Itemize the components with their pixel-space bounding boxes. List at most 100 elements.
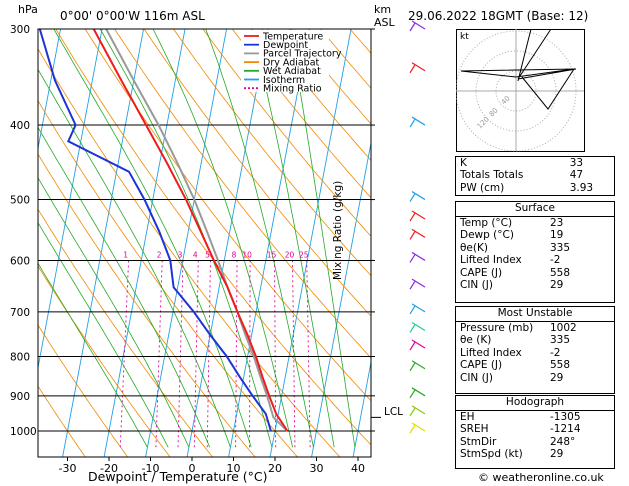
wind-barb [411,422,426,432]
lcl-label: LCL [384,406,404,418]
mixing-ratio-line [292,260,296,448]
wet-adiabat-line [205,29,314,448]
wind-barb [411,251,426,261]
mixing-ratio-line [119,260,130,448]
wind-barb [411,20,426,30]
mixing-ratio-label: 15 [267,250,277,259]
index-row-totals: Totals Totals 47 [460,169,584,182]
wet-adiabat-line [38,221,169,448]
wind-barb [411,339,426,349]
hodograph-ring-label: 40 [500,94,512,106]
hodo-row: EH -1305 [460,411,581,423]
x-tick-label: -20 [100,462,118,475]
wind-barb [411,116,426,126]
x-tick-label: 10 [227,462,241,475]
wind-barb-flag [409,212,416,222]
isotherm-line [352,359,371,457]
mixing-ratio-line [249,260,251,448]
dry-adiabat-line [38,385,86,457]
dry-adiabat-line [261,29,371,161]
dry-adiabat-line [173,29,371,277]
wet-adiabat-line [289,29,356,448]
mixing-ratio-line [193,260,199,448]
x-tick-label: -30 [59,462,77,475]
asl-unit-label: ASL [374,16,395,29]
legend-background [241,30,329,92]
legend-label: Dry Adiabat [263,57,320,68]
dry-adiabat-line [290,29,371,125]
x-axis-title: Dewpoint / Temperature (°C) [88,469,268,484]
isotherm-line [103,29,186,457]
wind-barb [411,228,426,238]
mixing-ratio-line [206,260,211,448]
hodograph-index-box: Hodograph EH -1305 SREH -1214 StmDir 248° S… [455,395,615,469]
surface-row: Temp (°C) 23 [460,217,564,229]
wind-barb [411,321,426,331]
wind-barb [411,387,426,397]
isotherm-line [269,29,352,457]
isotherm-line [62,29,145,457]
legend-label: Mixing Ratio [263,84,322,95]
index-row-pw: PW (cm) 3.93 [460,181,594,194]
wet-adiabat-line [152,29,294,448]
hodograph-trace [460,29,577,110]
wind-barb-flag [409,231,416,240]
isotherm-line [311,140,371,457]
isotherm-line [38,29,103,370]
surface-row: CIN (J) 29 [460,279,564,292]
mixing-ratio-label: 2 [157,250,162,259]
mixing-ratio-label: 10 [242,250,252,259]
wet-adiabat-line [99,29,273,448]
isotherm-line [38,29,62,151]
wind-barb [411,191,426,201]
temperature-line [92,29,289,432]
wind-barb-flag [409,254,416,263]
pressure-tick-label: 800 [10,351,30,363]
surface-row: θe(K) 335 [460,241,571,254]
pressure-tick-label: 600 [10,255,30,267]
x-tick-label: -10 [142,462,160,475]
isotherm-line [145,29,228,457]
mixing-ratio-label: 1 [123,250,128,259]
wind-barb [411,210,426,220]
mixing-ratio-label: 4 [193,250,198,259]
mixing-ratio-label: 3 [178,250,183,259]
surface-row: Dewp (°C) 19 [460,229,564,242]
pressure-tick-label: 700 [10,307,30,319]
surface-box: Surface Temp (°C) 23 Dewp (°C) 19 θe(K) 335… [455,201,615,303]
wind-barb-flag [409,407,416,417]
dry-adiabat-line [38,208,214,457]
mu-row: Pressure (mb) 1002 [460,322,577,334]
hodograph-kt-label: kt [460,32,469,42]
dry-adiabat-line [38,99,298,457]
mixing-ratio-line [177,260,184,448]
dry-adiabat-line [38,324,129,457]
x-tick-label: 0 [189,462,196,475]
wind-barb-flag [409,118,416,128]
mu-row: θe (K) 335 [460,334,571,347]
mu-row: CAPE (J) 558 [460,359,571,372]
mu-row: CIN (J) 29 [460,371,564,384]
wind-barb [411,405,426,415]
pressure-tick-label: 400 [10,120,30,132]
mixing-ratio-line [274,260,277,448]
wind-barb-flag [409,22,416,32]
hodo-row: StmSpd (kt) 29 [460,448,564,461]
legend-label: Parcel Trajectory [263,49,342,60]
mixing-ratio-label: 20 [285,250,295,259]
mixing-ratio-line [306,260,311,448]
wind-barb-flag [409,64,416,74]
wind-barb [411,360,426,370]
wind-barb-flag [409,324,416,333]
pressure-tick-label: 500 [10,195,30,207]
dry-adiabat-line [114,29,371,359]
x-tick-label: 20 [268,462,282,475]
wind-barb [411,62,426,72]
wind-barb-flag [409,341,416,351]
credit-link[interactable]: © weatheronline.co.uk [478,471,604,484]
sounding-datetime: 29.06.2022 18GMT (Base: 12) [408,9,589,23]
wind-barb-flag [409,362,416,372]
dry-adiabat-line [202,29,371,237]
wind-barb-flag [409,280,416,290]
